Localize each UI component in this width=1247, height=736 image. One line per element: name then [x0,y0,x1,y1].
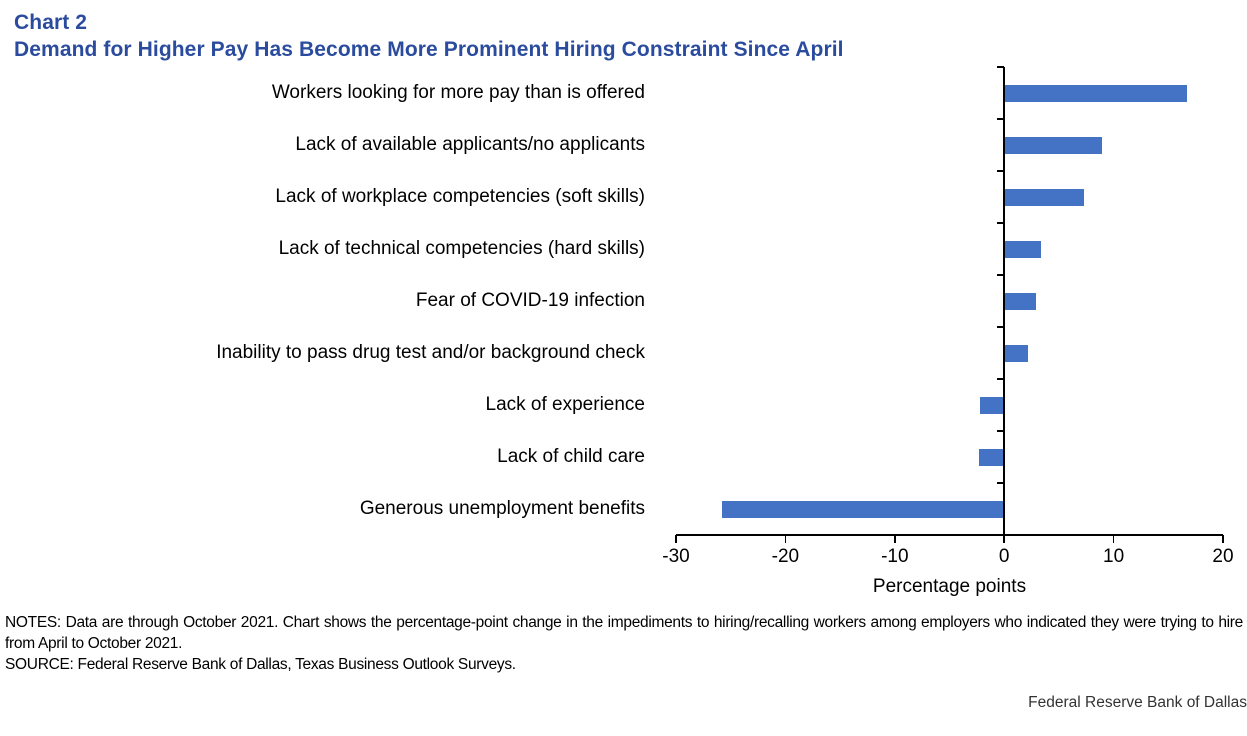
footer-org: Federal Reserve Bank of Dallas [1028,694,1247,711]
notes-text: NOTES: Data are through October 2021. Ch… [5,614,1243,652]
category-label: Lack of experience [485,394,646,415]
y-axis-tick [997,430,1005,432]
bar [979,448,1005,466]
notes-block: NOTES: Data are through October 2021. Ch… [5,612,1243,675]
category-label: Lack of technical competencies (hard ski… [278,238,645,259]
bar [721,500,1005,518]
bar [1004,344,1029,362]
category-label: Inability to pass drug test and/or backg… [216,342,645,363]
x-tick-label: -20 [771,546,800,567]
bar [1004,240,1042,258]
x-axis-title: Percentage points [872,576,1027,597]
y-axis-tick [997,274,1005,276]
bar [1004,292,1036,310]
chart-header: Chart 2 Demand for Higher Pay Has Become… [14,9,844,63]
category-label: Lack of available applicants/no applican… [295,134,645,155]
x-axis-tick [784,535,787,543]
x-axis-tick [1112,535,1115,543]
y-axis-tick [997,66,1005,68]
chart-number: Chart 2 [14,11,88,34]
y-axis-tick [997,118,1005,120]
y-axis-line [1003,67,1005,535]
y-axis-tick [997,170,1005,172]
category-label: Lack of workplace competencies (soft ski… [275,186,645,207]
bar [1004,136,1102,154]
x-tick-label: 10 [1103,546,1125,567]
x-tick-label: 20 [1212,546,1234,567]
bar [980,396,1005,414]
x-axis-tick [894,535,896,543]
category-label: Workers looking for more pay than is off… [271,82,645,103]
y-axis-tick [997,378,1005,380]
x-axis-line [676,534,1223,536]
y-axis-tick [997,326,1005,328]
bar [1004,84,1187,102]
x-tick-label: 0 [998,546,1010,567]
category-label: Lack of child care [497,446,645,467]
x-axis-tick [1222,535,1224,543]
bar [1004,188,1085,206]
category-label: Generous unemployment benefits [359,498,645,519]
category-label: Fear of COVID-19 infection [415,290,645,311]
chart-title: Demand for Higher Pay Has Become More Pr… [14,38,844,61]
x-tick-label: -30 [662,546,690,567]
x-axis-tick [1003,535,1005,543]
source-text: SOURCE: Federal Reserve Bank of Dallas, … [5,656,516,673]
x-tick-label: -10 [881,546,909,567]
x-axis-tick [675,535,677,543]
y-axis-tick [997,482,1005,484]
y-axis-tick [997,222,1005,224]
